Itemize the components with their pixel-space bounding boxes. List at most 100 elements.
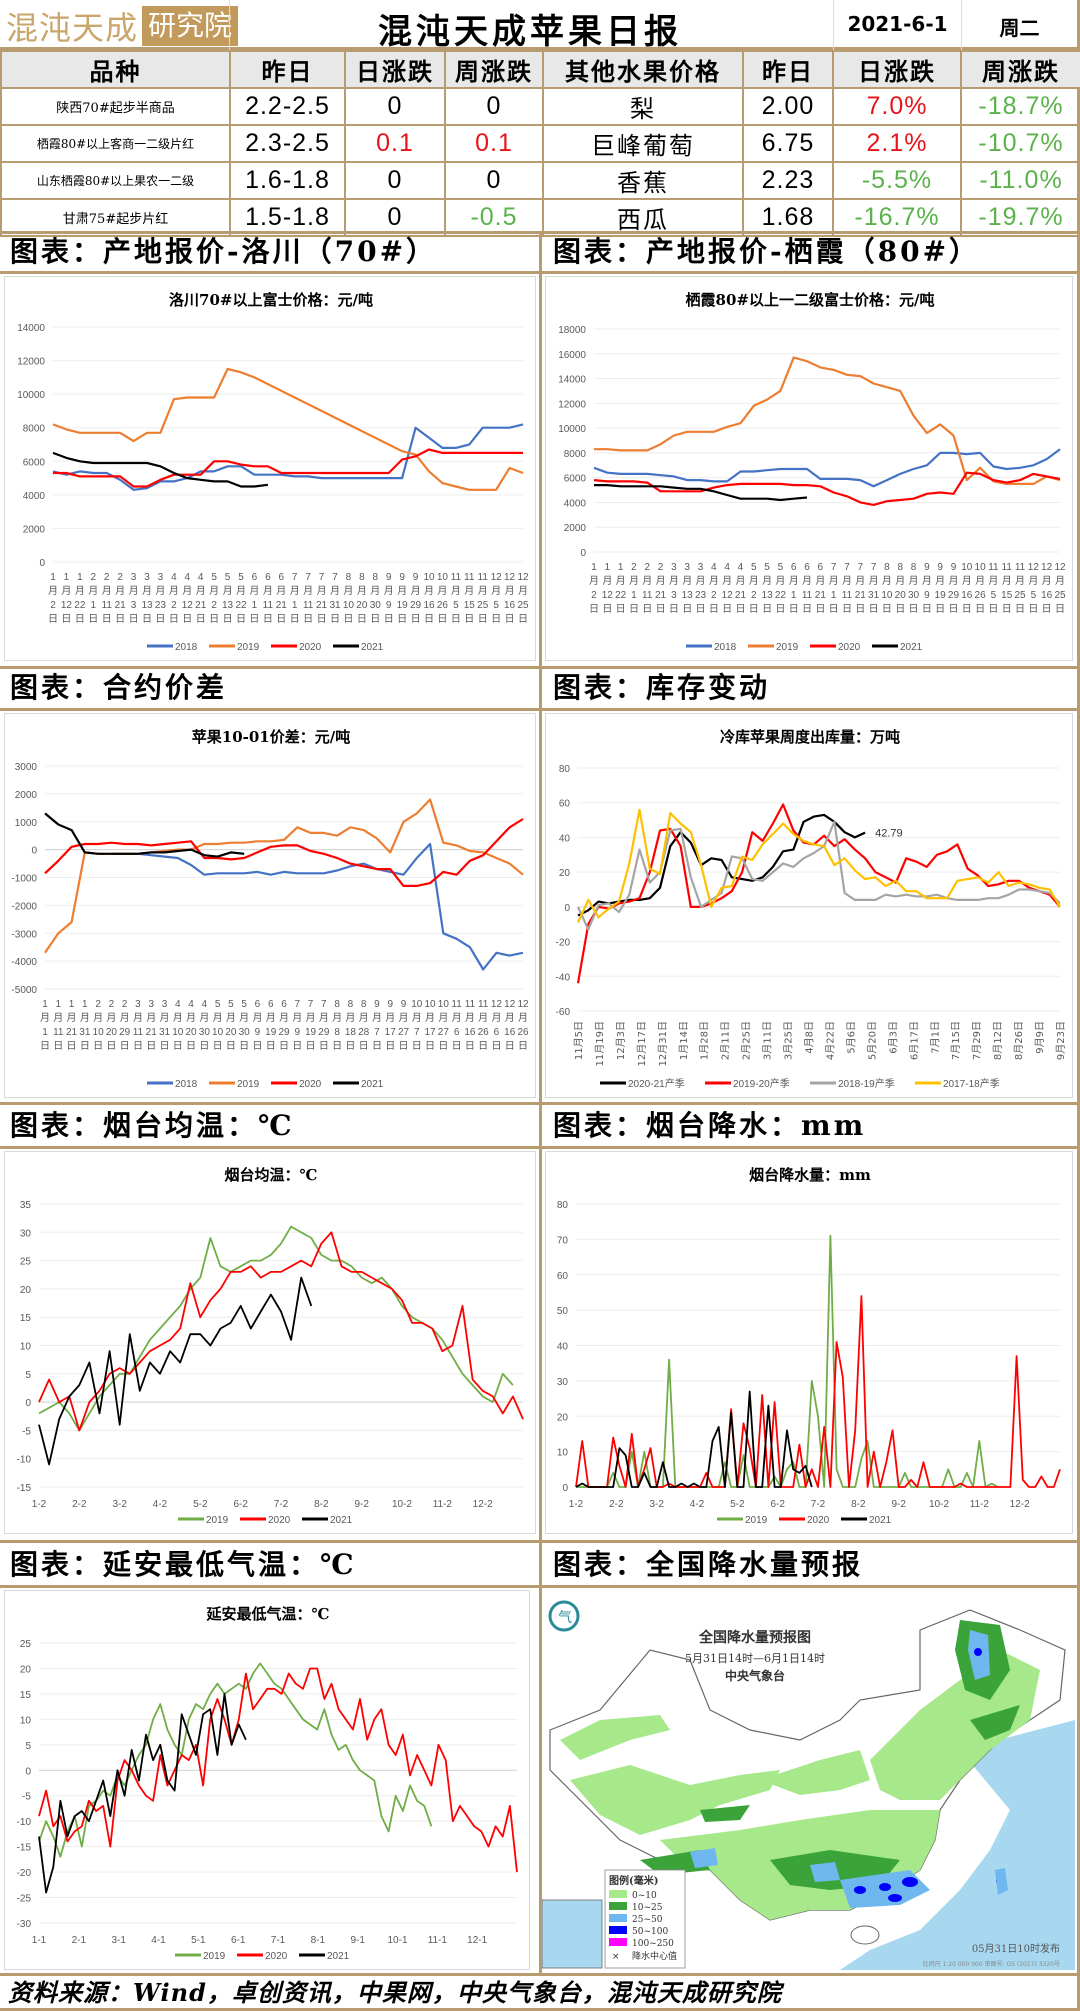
svg-text:7: 7 <box>831 562 837 573</box>
svg-text:月: 月 <box>40 1012 50 1024</box>
svg-text:月: 月 <box>452 1012 462 1024</box>
svg-text:10: 10 <box>437 572 449 583</box>
svg-text:2000: 2000 <box>564 523 587 534</box>
svg-text:12-2: 12-2 <box>1010 1499 1030 1510</box>
svg-text:25: 25 <box>20 1639 32 1650</box>
svg-text:-40: -40 <box>556 972 571 983</box>
svg-text:12: 12 <box>491 572 503 583</box>
svg-text:日: 日 <box>40 1041 50 1052</box>
fruit-week-change-cell: -11.0% <box>960 161 1080 200</box>
svg-text:4: 4 <box>724 562 730 573</box>
svg-text:月: 月 <box>616 575 626 587</box>
svg-text:4-1: 4-1 <box>151 1935 166 1946</box>
svg-text:6: 6 <box>818 562 824 573</box>
svg-text:2021: 2021 <box>361 1079 384 1090</box>
chart-yantai-rainfall: 烟台降水量：mm 0 10 20 30 40 50 60 70 80 1-2 2-2 3-2 4-2 5-2… <box>545 1151 1073 1534</box>
svg-text:10: 10 <box>423 572 435 583</box>
svg-text:31: 31 <box>159 1027 171 1038</box>
svg-text:7: 7 <box>871 562 877 573</box>
svg-text:7: 7 <box>332 572 338 583</box>
svg-text:22: 22 <box>615 590 627 601</box>
svg-text:6-1: 6-1 <box>231 1935 246 1946</box>
svg-text:50: 50 <box>557 1306 569 1317</box>
svg-text:2: 2 <box>711 590 717 601</box>
svg-text:11: 11 <box>842 590 853 601</box>
svg-text:12: 12 <box>182 600 194 611</box>
svg-text:9: 9 <box>401 999 407 1010</box>
svg-text:日: 日 <box>120 1041 130 1052</box>
chart-title: 延安最低气温：℃ <box>206 1605 330 1623</box>
week-change-cell: 0 <box>444 87 544 126</box>
svg-text:1000: 1000 <box>15 818 38 829</box>
svg-text:4: 4 <box>175 999 181 1010</box>
section-title-yantai-temp: 图表：烟台均温：℃ <box>10 1109 295 1142</box>
svg-text:月: 月 <box>279 1012 289 1024</box>
svg-text:7-2: 7-2 <box>274 1499 289 1510</box>
fruit-prev-cell: 1.68 <box>742 198 834 237</box>
svg-text:月: 月 <box>1055 575 1065 587</box>
svg-text:8: 8 <box>348 999 354 1010</box>
svg-text:日: 日 <box>93 1041 103 1052</box>
svg-text:月: 月 <box>186 1012 196 1024</box>
svg-text:19: 19 <box>305 1027 317 1038</box>
svg-text:9月23日: 9月23日 <box>1055 1021 1067 1060</box>
svg-text:9: 9 <box>255 1027 261 1038</box>
map-legend-title: 图例(毫米) <box>609 1874 658 1887</box>
svg-text:日: 日 <box>236 614 246 625</box>
svg-text:8000: 8000 <box>23 424 46 435</box>
svg-text:1: 1 <box>42 1027 48 1038</box>
svg-text:21: 21 <box>655 590 667 601</box>
svg-text:8: 8 <box>897 562 903 573</box>
svg-text:11月5日: 11月5日 <box>573 1021 585 1060</box>
svg-text:10-2: 10-2 <box>392 1499 412 1510</box>
svg-text:7-2: 7-2 <box>811 1499 826 1510</box>
svg-text:3-2: 3-2 <box>649 1499 664 1510</box>
svg-text:8-2: 8-2 <box>314 1499 329 1510</box>
svg-text:15: 15 <box>20 1313 32 1324</box>
svg-text:月: 月 <box>226 1012 236 1024</box>
svg-text:月: 月 <box>239 1012 249 1024</box>
svg-text:日: 日 <box>129 614 139 625</box>
precipitation-forecast-map: 气 全国降水量预报图 5月31日14时—6月1日14时 中央气象台 图例(毫米)… <box>540 1590 1075 1970</box>
svg-text:月: 月 <box>345 1012 355 1024</box>
svg-text:31: 31 <box>79 1027 91 1038</box>
svg-text:3: 3 <box>684 562 690 573</box>
svg-text:-2000: -2000 <box>11 901 37 912</box>
chart-title: 栖霞80#以上一二级富士价格：元/吨 <box>686 291 935 309</box>
svg-text:21: 21 <box>276 600 288 611</box>
map-issue-time: 05月31日10时发布 <box>972 1942 1060 1955</box>
svg-text:月: 月 <box>815 575 825 587</box>
svg-text:100~250: 100~250 <box>632 1939 674 1949</box>
variety-cell: 陕西70#起步半商品 <box>0 87 231 126</box>
svg-text:日: 日 <box>451 614 461 625</box>
svg-text:4: 4 <box>171 572 177 583</box>
svg-text:12: 12 <box>602 590 614 601</box>
svg-text:月: 月 <box>709 575 719 587</box>
svg-text:19: 19 <box>935 590 947 601</box>
svg-text:日: 日 <box>478 614 488 625</box>
svg-text:27: 27 <box>398 1027 410 1038</box>
svg-text:10: 10 <box>975 562 987 573</box>
svg-text:3-2: 3-2 <box>112 1499 127 1510</box>
chart-qixia-price: 栖霞80#以上一二级富士价格：元/吨 0 2000 4000 6000 8000 10000… <box>545 276 1073 661</box>
svg-text:10: 10 <box>212 1027 224 1038</box>
svg-text:月: 月 <box>735 575 745 587</box>
svg-text:2021: 2021 <box>330 1515 353 1526</box>
svg-text:20: 20 <box>559 868 571 879</box>
svg-text:18: 18 <box>345 1027 357 1038</box>
svg-text:2-2: 2-2 <box>72 1499 87 1510</box>
svg-text:月: 月 <box>438 1012 448 1024</box>
svg-text:月: 月 <box>775 575 785 587</box>
chart-title: 苹果10-01价差：元/吨 <box>192 728 350 746</box>
svg-text:60: 60 <box>559 799 571 810</box>
svg-text:3: 3 <box>671 590 677 601</box>
variety-cell: 甘肃75#起步片红 <box>0 198 231 237</box>
svg-text:13: 13 <box>222 600 234 611</box>
svg-text:日: 日 <box>735 604 745 615</box>
svg-text:7: 7 <box>308 999 314 1010</box>
report-date: 2021-6-1 <box>847 12 948 36</box>
svg-text:3000: 3000 <box>15 762 38 773</box>
svg-text:2020: 2020 <box>838 642 861 653</box>
svg-text:16: 16 <box>464 1027 476 1038</box>
svg-text:日: 日 <box>266 1041 276 1052</box>
